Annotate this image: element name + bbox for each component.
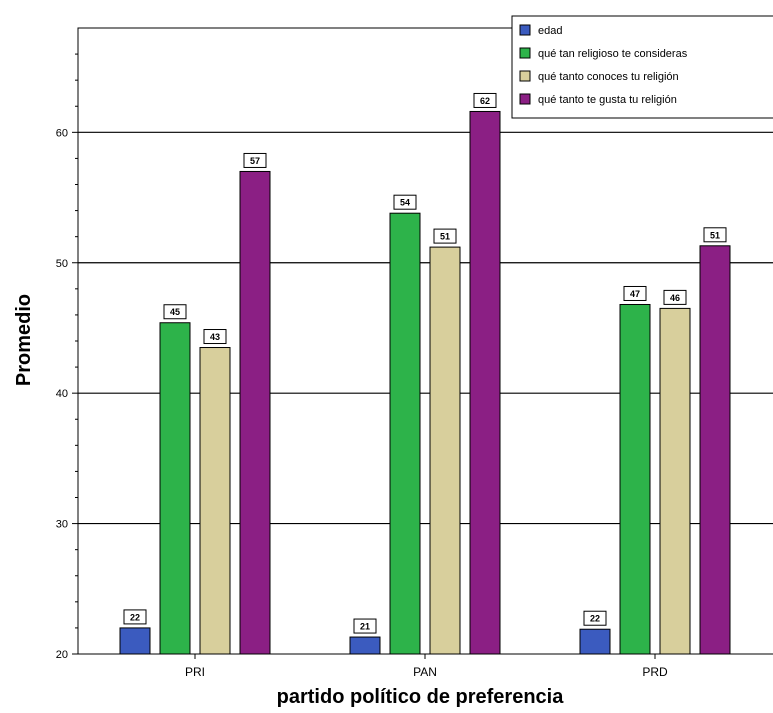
bar-pan-0: [349, 636, 381, 655]
legend-swatch: [519, 93, 531, 105]
y-tick-label: 60: [56, 127, 68, 139]
x-tick-label: PRD: [642, 665, 668, 679]
y-tick-label: 50: [56, 258, 68, 270]
data-label: 22: [590, 614, 600, 624]
y-tick-label: 40: [56, 388, 68, 400]
data-label: 62: [480, 96, 490, 106]
data-label: 45: [170, 307, 180, 317]
data-label: 43: [210, 332, 220, 342]
data-label: 21: [360, 622, 370, 632]
bar-prd-2: [659, 307, 691, 655]
legend-swatch: [519, 47, 531, 59]
data-label: 51: [710, 230, 720, 240]
y-tick-label: 30: [56, 519, 68, 531]
data-label-box: [163, 304, 187, 320]
legend-swatch: [519, 24, 531, 36]
x-axis-tick-labels: PRI PAN PRD: [185, 654, 668, 679]
y-tick-label: 20: [56, 649, 68, 661]
y-axis-ticks: 20 30 40 50 60: [56, 53, 78, 661]
bar-pri-2: [199, 347, 231, 655]
x-tick-label: PRI: [185, 665, 205, 679]
bars: [119, 110, 731, 655]
legend-box: [511, 15, 773, 119]
legend-label: edad: [538, 25, 562, 37]
data-label: 46: [670, 293, 680, 303]
data-label-box: [393, 194, 417, 210]
data-label: 22: [130, 612, 140, 622]
bar-prd-1: [619, 303, 651, 655]
bar-pan-3: [469, 110, 501, 655]
bar-pan-1: [389, 212, 421, 655]
data-label-box: [353, 618, 377, 634]
data-labels: 22 45 43 57 21 54 51 62 22 47 46 51: [123, 92, 727, 634]
data-label: 54: [400, 198, 410, 208]
data-label-box: [583, 610, 607, 626]
data-label-box: [473, 92, 497, 108]
bar-pri-0: [119, 627, 151, 655]
data-label-box: [703, 227, 727, 243]
legend-swatch: [519, 70, 531, 82]
bar-prd-3: [699, 245, 731, 655]
data-label-box: [203, 329, 227, 345]
y-axis-label: Promedio: [13, 294, 35, 386]
legend-label: qué tan religioso te consideras: [538, 48, 688, 60]
legend-label: qué tanto te gusta tu religión: [538, 94, 677, 106]
data-label-box: [433, 228, 457, 244]
data-label-box: [123, 609, 147, 625]
bar-pri-1: [159, 322, 191, 655]
data-label: 47: [630, 289, 640, 299]
gridlines: [78, 131, 773, 525]
data-label-box: [623, 285, 647, 301]
legend-label: qué tanto conoces tu religión: [538, 71, 679, 83]
data-label-box: [243, 152, 267, 168]
data-label-box: [663, 289, 687, 305]
data-label: 51: [440, 232, 450, 242]
x-tick-label: PAN: [413, 665, 437, 679]
bar-prd-0: [579, 628, 611, 655]
bar-pri-3: [239, 170, 271, 655]
x-axis-label: partido político de preferencia: [277, 686, 565, 708]
data-label: 57: [250, 156, 260, 166]
bar-pan-2: [429, 246, 461, 655]
legend: edad qué tan religioso te consideras qué t…: [511, 15, 773, 119]
